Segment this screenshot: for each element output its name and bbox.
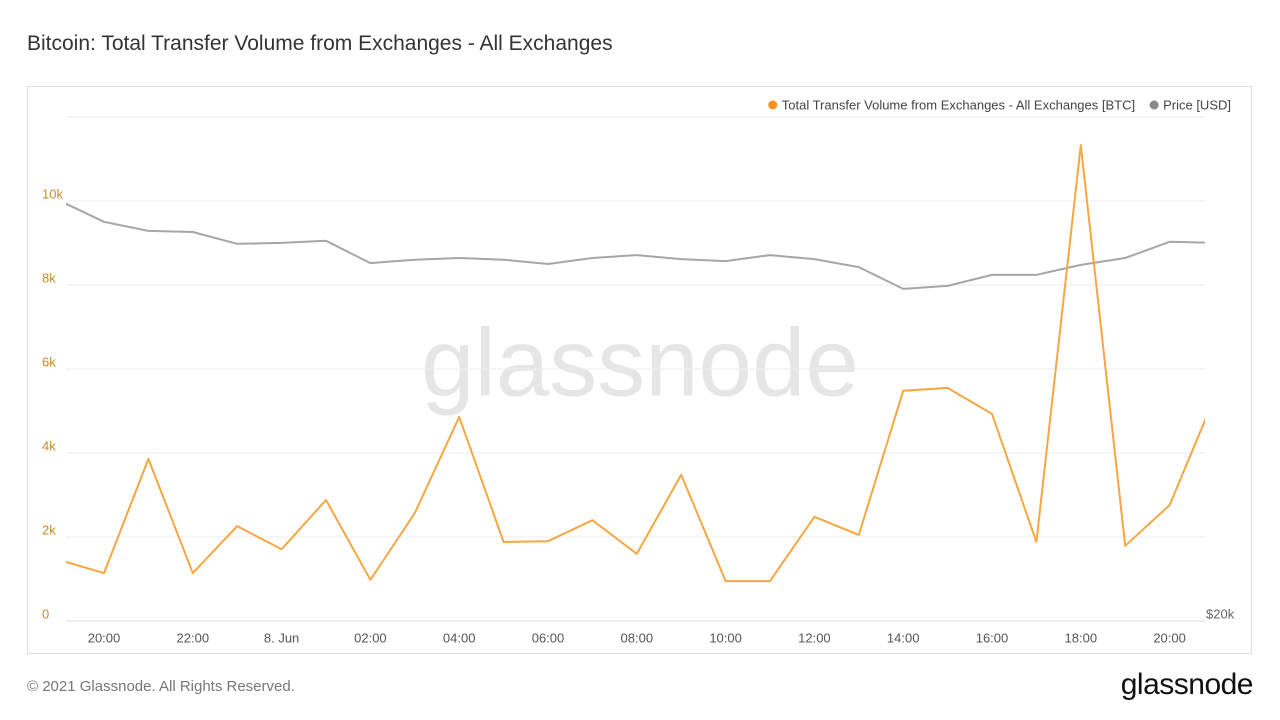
x-tick-label: 16:00 [976, 630, 1009, 645]
y-tick-label: 2k [42, 522, 56, 537]
x-tick-label: 04:00 [443, 630, 476, 645]
x-tick-label: 20:00 [1153, 630, 1186, 645]
x-tick-label: 12:00 [798, 630, 831, 645]
x-tick-label: 8. Jun [264, 630, 299, 645]
plot-area [66, 144, 1205, 583]
y-tick-label: 4k [42, 438, 56, 453]
copyright: © 2021 Glassnode. All Rights Reserved. [27, 678, 295, 695]
y-tick-label: 0 [42, 606, 49, 621]
x-tick-label: 22:00 [177, 630, 210, 645]
watermark: glassnode [421, 309, 859, 416]
page-title: Bitcoin: Total Transfer Volume from Exch… [27, 32, 613, 55]
logo: glassnode [1120, 668, 1254, 701]
legend-marker [1149, 100, 1159, 110]
y-tick-label: 8k [42, 270, 56, 285]
x-tick-label: 20:00 [88, 630, 121, 645]
series-line [66, 144, 1205, 583]
x-tick-label: 18:00 [1065, 630, 1098, 645]
chart-frame [27, 86, 1252, 654]
x-tick-label: 02:00 [354, 630, 387, 645]
x-tick-label: 10:00 [709, 630, 742, 645]
y2-tick-label: $20k [1206, 606, 1235, 621]
series-line [66, 202, 1205, 290]
legend-label: Total Transfer Volume from Exchanges - A… [782, 97, 1135, 112]
x-tick-label: 14:00 [887, 630, 920, 645]
x-tick-label: 06:00 [532, 630, 565, 645]
x-tick-label: 08:00 [621, 630, 654, 645]
legend-label: Price [USD] [1163, 97, 1231, 112]
y-tick-label: 10k [42, 186, 63, 201]
y-tick-label: 6k [42, 354, 56, 369]
legend-marker [768, 100, 778, 110]
